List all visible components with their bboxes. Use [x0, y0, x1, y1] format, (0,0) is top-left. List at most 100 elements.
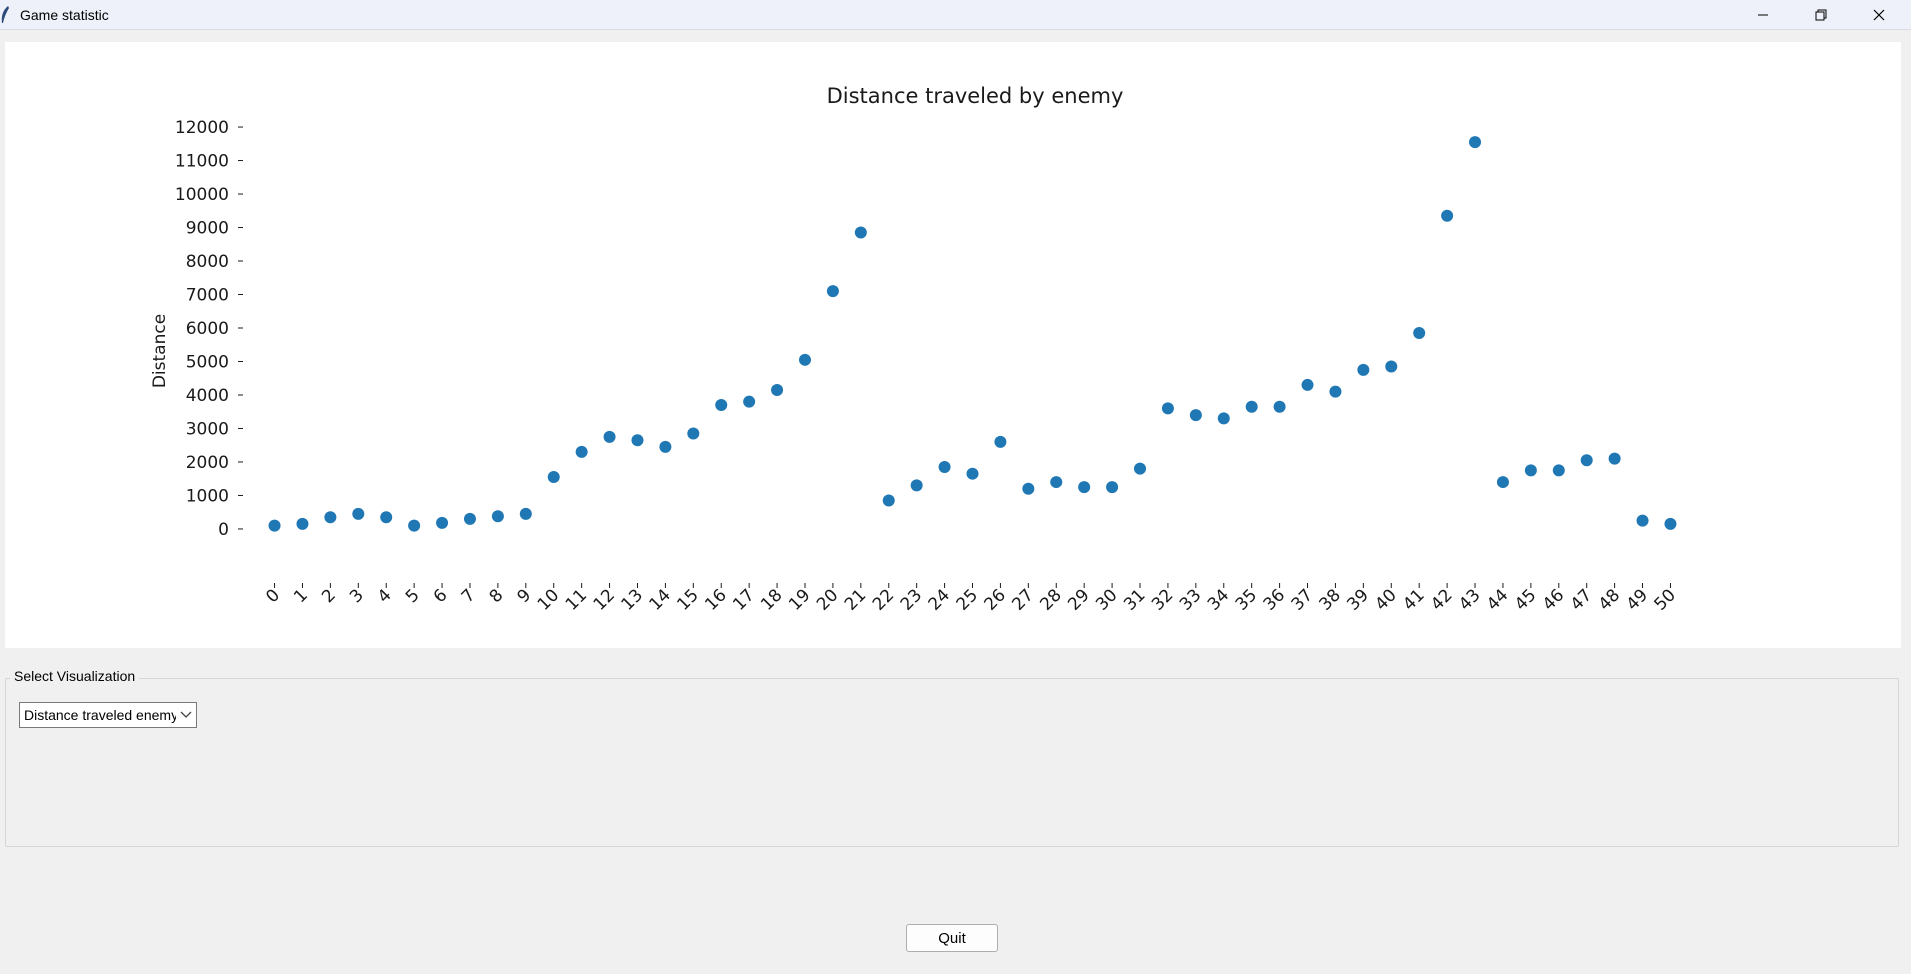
data-point — [1664, 517, 1677, 530]
x-tick-label: 43 — [1455, 585, 1484, 614]
x-tick-label: 48 — [1595, 585, 1624, 614]
minimize-button[interactable] — [1734, 0, 1792, 30]
x-tick-label: 32 — [1148, 585, 1177, 614]
x-tick-label: 46 — [1539, 585, 1568, 614]
data-point — [687, 427, 700, 440]
x-tick-label: 41 — [1399, 585, 1428, 614]
data-point — [1580, 454, 1593, 467]
data-point — [854, 226, 867, 239]
data-point — [715, 399, 728, 412]
y-tick-label: 8000 — [186, 252, 229, 272]
data-point — [631, 434, 644, 447]
x-tick-label: 3 — [346, 585, 368, 607]
data-point — [1496, 476, 1509, 489]
data-point — [1022, 482, 1035, 495]
data-point — [1161, 402, 1174, 415]
y-tick-label: 11000 — [175, 152, 229, 172]
x-tick-label: 35 — [1232, 585, 1261, 614]
y-tick-label: 1000 — [186, 486, 229, 506]
x-tick-label: 24 — [925, 585, 954, 614]
data-point — [798, 353, 811, 366]
x-tick-label: 33 — [1176, 585, 1205, 614]
minimize-icon — [1758, 14, 1768, 16]
data-point — [1357, 363, 1370, 376]
x-tick-label: 17 — [729, 585, 758, 614]
data-point — [603, 430, 616, 443]
y-tick-label: 7000 — [186, 286, 229, 306]
data-point — [743, 395, 756, 408]
data-point — [1134, 462, 1147, 475]
x-tick-label: 8 — [486, 585, 508, 607]
x-tick-label: 0 — [262, 585, 284, 607]
x-tick-label: 50 — [1651, 585, 1680, 614]
x-tick-label: 15 — [673, 585, 702, 614]
quit-button[interactable]: Quit — [906, 924, 998, 952]
restore-button[interactable] — [1792, 0, 1850, 30]
data-point — [324, 511, 337, 524]
data-point — [1189, 409, 1202, 422]
visualization-select[interactable]: Distance traveled enemy — [19, 702, 197, 728]
x-tick-label: 26 — [981, 585, 1010, 614]
restore-icon — [1815, 9, 1827, 21]
data-point — [1385, 360, 1398, 373]
x-tick-label: 36 — [1260, 585, 1289, 614]
chart-title: Distance traveled by enemy — [827, 84, 1124, 108]
data-point — [547, 471, 560, 484]
data-point — [519, 507, 532, 520]
chevron-down-icon — [180, 711, 192, 718]
y-axis: 0 1000 2000 3000 4000 5000 6000 7000 8000 9000 100… — [175, 118, 243, 540]
x-tick-label: 10 — [534, 585, 563, 614]
x-tick-label: 25 — [953, 585, 982, 614]
y-tick-label: 5000 — [186, 352, 229, 372]
y-tick-label: 0 — [218, 520, 229, 540]
close-icon — [1873, 9, 1885, 21]
x-tick-label: 38 — [1316, 585, 1345, 614]
data-point — [491, 510, 504, 523]
y-tick-label: 9000 — [186, 219, 229, 239]
data-point — [771, 383, 784, 396]
data-point — [268, 519, 281, 532]
x-tick-label: 7 — [458, 585, 480, 607]
data-point — [1636, 514, 1649, 527]
data-point — [659, 440, 672, 453]
data-point — [1524, 464, 1537, 477]
x-tick-label: 47 — [1567, 585, 1596, 614]
x-tick-label: 21 — [841, 585, 870, 614]
y-tick-label: 3000 — [186, 419, 229, 439]
data-point — [408, 519, 421, 532]
data-point — [1329, 385, 1342, 398]
x-tick-label: 49 — [1623, 585, 1652, 614]
data-point — [380, 511, 393, 524]
x-tick-label: 29 — [1064, 585, 1093, 614]
close-button[interactable] — [1850, 0, 1908, 30]
y-tick-label: 10000 — [175, 185, 229, 205]
chart-panel: Distance traveled by enemy Distance 0 100… — [5, 42, 1901, 648]
data-point — [1078, 481, 1091, 494]
data-point — [882, 494, 895, 507]
data-point — [296, 517, 309, 530]
x-tick-label: 2 — [318, 585, 340, 607]
x-tick-label: 27 — [1008, 585, 1037, 614]
data-point — [463, 512, 476, 525]
x-tick-label: 44 — [1483, 585, 1512, 614]
data-point — [826, 285, 839, 298]
x-tick-label: 42 — [1427, 585, 1456, 614]
data-point — [966, 467, 979, 480]
x-tick-label: 9 — [514, 585, 536, 607]
data-point — [1050, 476, 1063, 489]
data-point — [1301, 378, 1314, 391]
window-title: Game statistic — [20, 7, 109, 23]
data-point — [1552, 464, 1565, 477]
x-tick-label: 1 — [290, 585, 312, 607]
x-tick-label: 23 — [897, 585, 926, 614]
data-point — [436, 516, 449, 529]
data-point — [1217, 412, 1230, 425]
data-point — [575, 445, 588, 458]
window-titlebar: Game statistic — [0, 0, 1911, 30]
data-point — [910, 479, 923, 492]
x-tick-label: 20 — [813, 585, 842, 614]
visualization-group-label: Select Visualization — [10, 668, 140, 684]
x-tick-label: 34 — [1204, 585, 1233, 614]
x-tick-label: 12 — [590, 585, 619, 614]
x-tick-label: 18 — [757, 585, 786, 614]
